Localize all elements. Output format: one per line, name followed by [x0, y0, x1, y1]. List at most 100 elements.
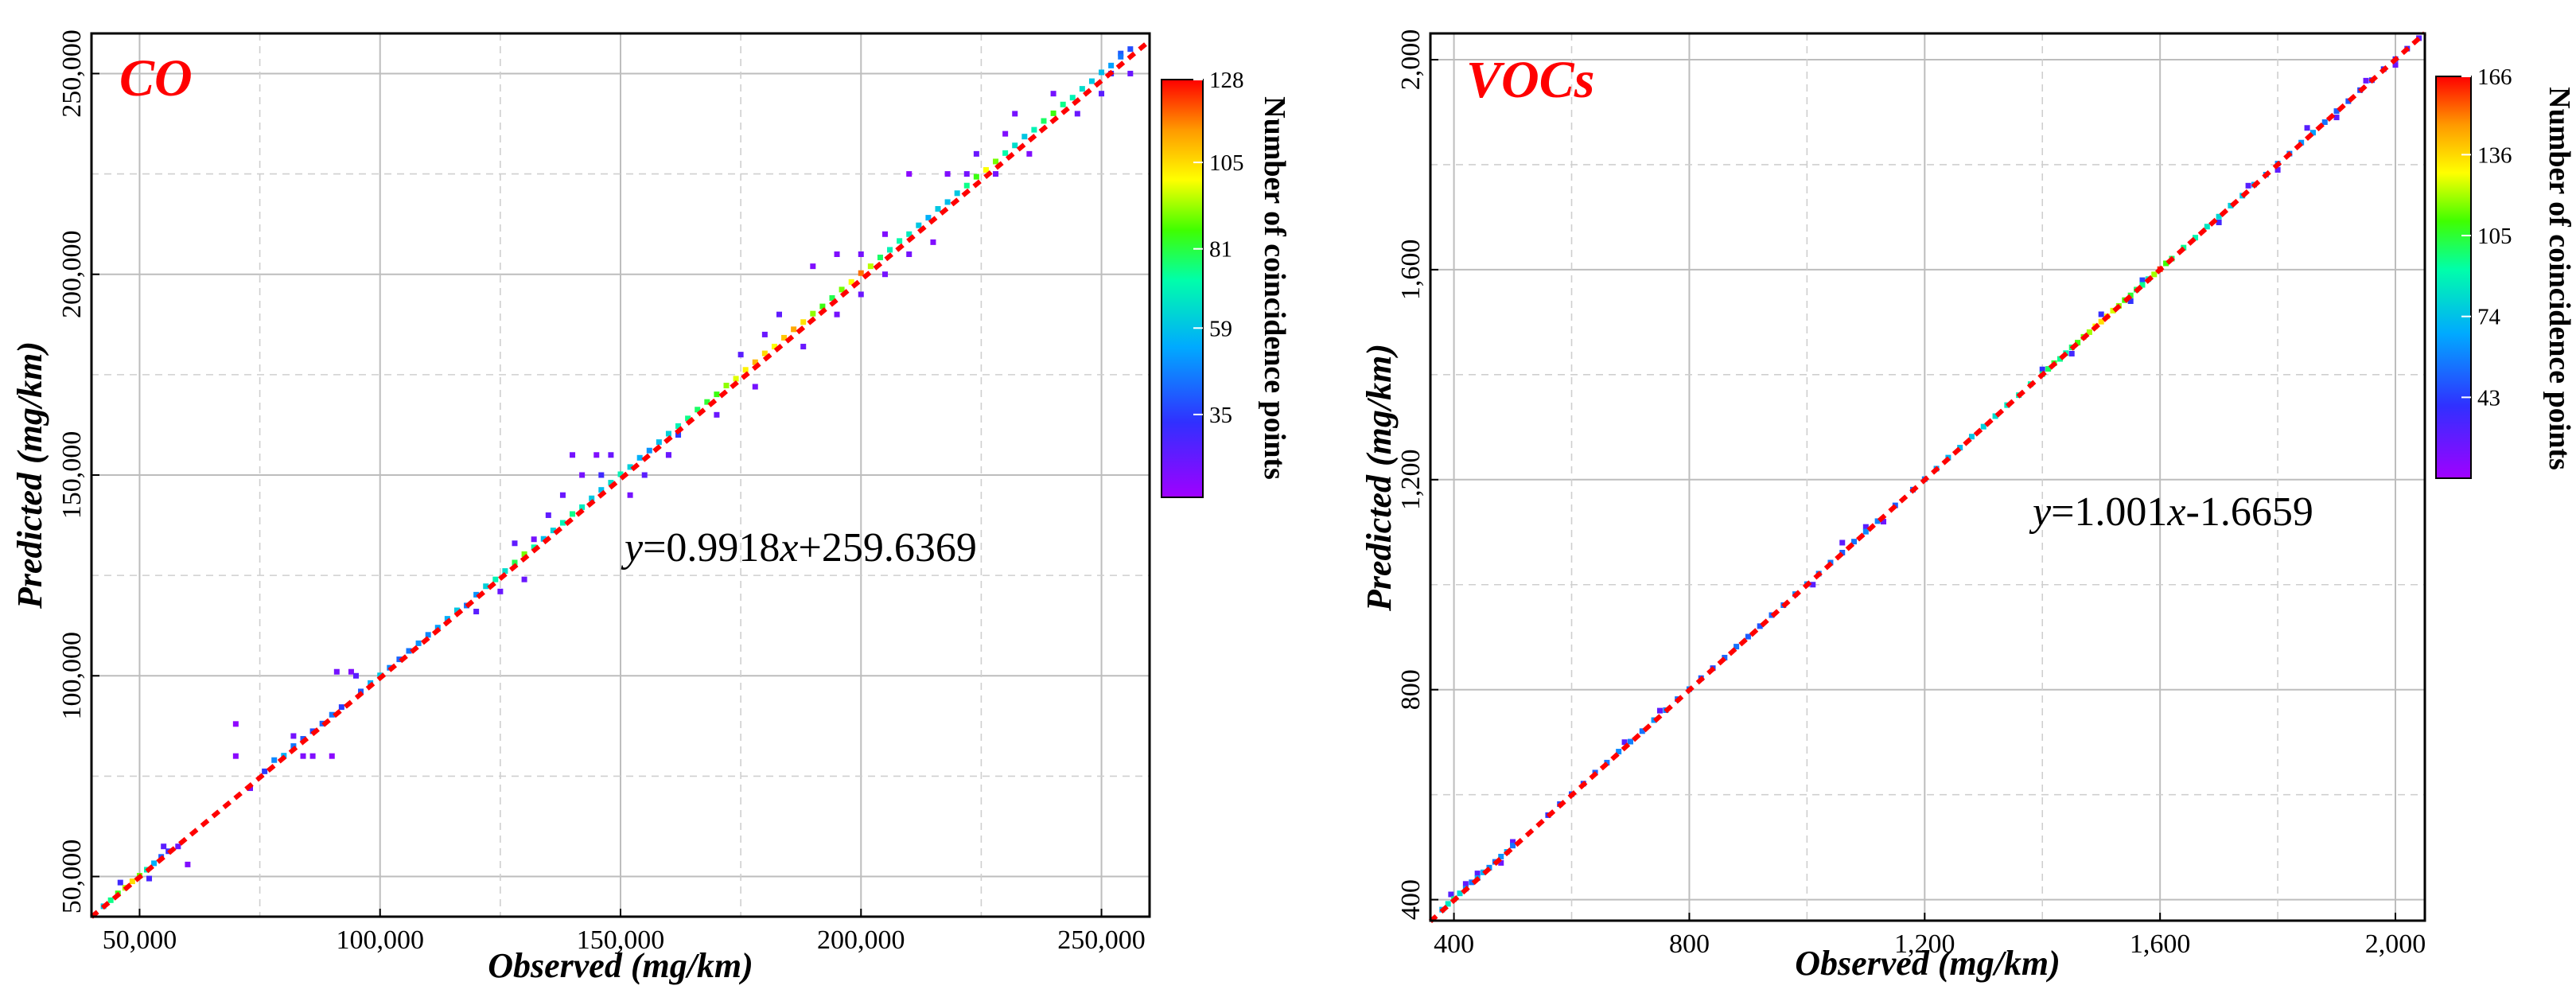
- co-scatter-point: [473, 591, 480, 598]
- co-scatter-point: [781, 334, 788, 341]
- co-scatter-point: [906, 171, 912, 177]
- co-scatter-point: [146, 875, 153, 882]
- co-scatter-point: [483, 583, 489, 590]
- vocs-x-tick-label: 400: [1434, 929, 1474, 959]
- co-scatter-point: [882, 271, 888, 278]
- co-scatter-point: [1088, 78, 1095, 84]
- co-x-tick-label: 100,000: [336, 925, 424, 955]
- vocs-scatter-point: [1604, 759, 1610, 765]
- co-eq-intercept: +259.6369: [799, 525, 977, 571]
- co-scatter-point: [512, 540, 518, 547]
- vocs-scatter-point: [2098, 318, 2104, 325]
- co-colorbar-tick-label: 35: [1209, 403, 1232, 428]
- vocs-scatter-point: [1616, 749, 1622, 755]
- vocs-eq-intercept: -1.6659: [2186, 489, 2313, 535]
- vocs-scatter-point: [2086, 329, 2092, 335]
- vocs-scatter-point: [1457, 890, 1463, 897]
- vocs-scatter-point: [1462, 881, 1469, 887]
- co-scatter-point: [761, 331, 768, 337]
- co-scatter-point: [810, 263, 816, 270]
- co-scatter-point: [641, 472, 648, 478]
- co-scatter-point: [290, 733, 297, 739]
- vocs-fit-line: [1429, 31, 2426, 924]
- co-scatter-point: [271, 757, 278, 763]
- vocs-eq-x: x: [2166, 489, 2185, 535]
- vocs-eq-y: y: [2029, 489, 2052, 535]
- co-scatter-point: [963, 182, 970, 189]
- vocs-scatter-point: [2181, 244, 2187, 251]
- vocs-colorbar-ticks: 43 74 105 136 166: [2461, 64, 2512, 411]
- co-scatter-point: [1021, 134, 1028, 140]
- co-scatter-point: [570, 511, 576, 517]
- vocs-scatter-point: [1862, 524, 1869, 530]
- co-scatter-point: [882, 231, 888, 237]
- co-colorbar: [1161, 79, 1204, 498]
- vocs-y-axis-title: Predicted (mg/km): [1360, 344, 1399, 612]
- co-scatter-point: [829, 294, 835, 301]
- co-scatter-point: [636, 454, 643, 461]
- vocs-fit-equation: y=1.001x-1.6659: [2029, 489, 2313, 535]
- co-scatter-point: [993, 158, 999, 165]
- co-scatter-point: [627, 464, 633, 470]
- vocs-scatter-point: [2068, 350, 2075, 356]
- co-scatter-point: [897, 238, 903, 244]
- co-scatter-point: [858, 251, 864, 257]
- co-scatter-point: [175, 843, 181, 850]
- vocs-y-ticks: 400 800 1,200 1,600 2,000: [1396, 29, 1438, 920]
- co-scatter-point: [151, 860, 158, 867]
- co-scatter-point: [1002, 130, 1009, 137]
- co-scatter-point: [1002, 150, 1009, 156]
- co-scatter-point: [983, 167, 989, 173]
- vocs-colorbar-title: Number of coincidence points: [2543, 87, 2576, 470]
- co-scatter-point: [675, 423, 682, 429]
- vocs-x-tick-label: 1,200: [1894, 929, 1955, 959]
- vocs-scatter-point: [2333, 108, 2340, 115]
- vocs-x-tick-label: 1,600: [2130, 929, 2191, 959]
- co-colorbar-tick-label: 128: [1209, 68, 1244, 93]
- vocs-scatter-point: [1498, 854, 1504, 860]
- vocs-scatter-point: [2363, 77, 2369, 84]
- co-scatter-point: [1050, 110, 1056, 116]
- vocs-scatter-point: [1851, 539, 1858, 545]
- co-scatter-point: [353, 672, 359, 679]
- co-scatter-point: [848, 279, 854, 285]
- vocs-colorbar: [2435, 76, 2472, 479]
- vocs-panel: 400 800 1,200 1,600 2,000 400 800 1,200 1,600 2,…: [1360, 29, 2576, 983]
- vocs-scatter-point: [2193, 235, 2199, 241]
- co-scatter-point: [973, 150, 979, 157]
- co-colorbar-tick-label: 105: [1209, 150, 1244, 176]
- vocs-colorbar-tick-label: 136: [2477, 142, 2512, 168]
- vocs-x-tick-label: 800: [1669, 929, 1710, 959]
- co-scatter-point: [107, 897, 114, 903]
- vocs-scatter-point: [1957, 445, 1963, 451]
- vocs-scatter-point: [2127, 298, 2134, 304]
- vocs-scatter-point: [1757, 623, 1763, 629]
- vocs-scatter-point: [1862, 528, 1869, 535]
- co-scatter-point: [993, 171, 999, 177]
- vocs-scatter-point: [2098, 311, 2104, 317]
- co-y-tick-label: 50,000: [57, 839, 87, 914]
- co-scatter-point: [161, 843, 167, 850]
- co-scatter-point: [1099, 69, 1105, 76]
- co-scatter-point: [425, 632, 431, 638]
- vocs-colorbar-tick-label: 43: [2477, 385, 2500, 411]
- vocs-scatter-point: [1892, 502, 1898, 508]
- co-scatter-point: [695, 407, 701, 413]
- co-scatter-point: [1012, 142, 1018, 149]
- co-colorbar-title: Number of coincidence points: [1258, 96, 1291, 480]
- co-scatter-point: [963, 171, 970, 177]
- vocs-scatter-point: [1486, 864, 1492, 871]
- vocs-scatter-point: [1881, 519, 1887, 525]
- vocs-scatter-point: [2045, 366, 2052, 372]
- co-scatter-point: [232, 721, 239, 727]
- co-scatter-point: [810, 310, 816, 317]
- co-scatter-point: [834, 251, 840, 257]
- co-scatter-point: [570, 452, 576, 458]
- co-scatter-point: [834, 311, 840, 317]
- co-scatter-point: [531, 536, 537, 543]
- co-scatter-point: [742, 367, 749, 373]
- co-scatter-point: [1060, 101, 1066, 107]
- co-scatter-point: [1041, 118, 1047, 124]
- co-scatter-point: [761, 350, 768, 356]
- vocs-scatter-point: [2216, 213, 2222, 220]
